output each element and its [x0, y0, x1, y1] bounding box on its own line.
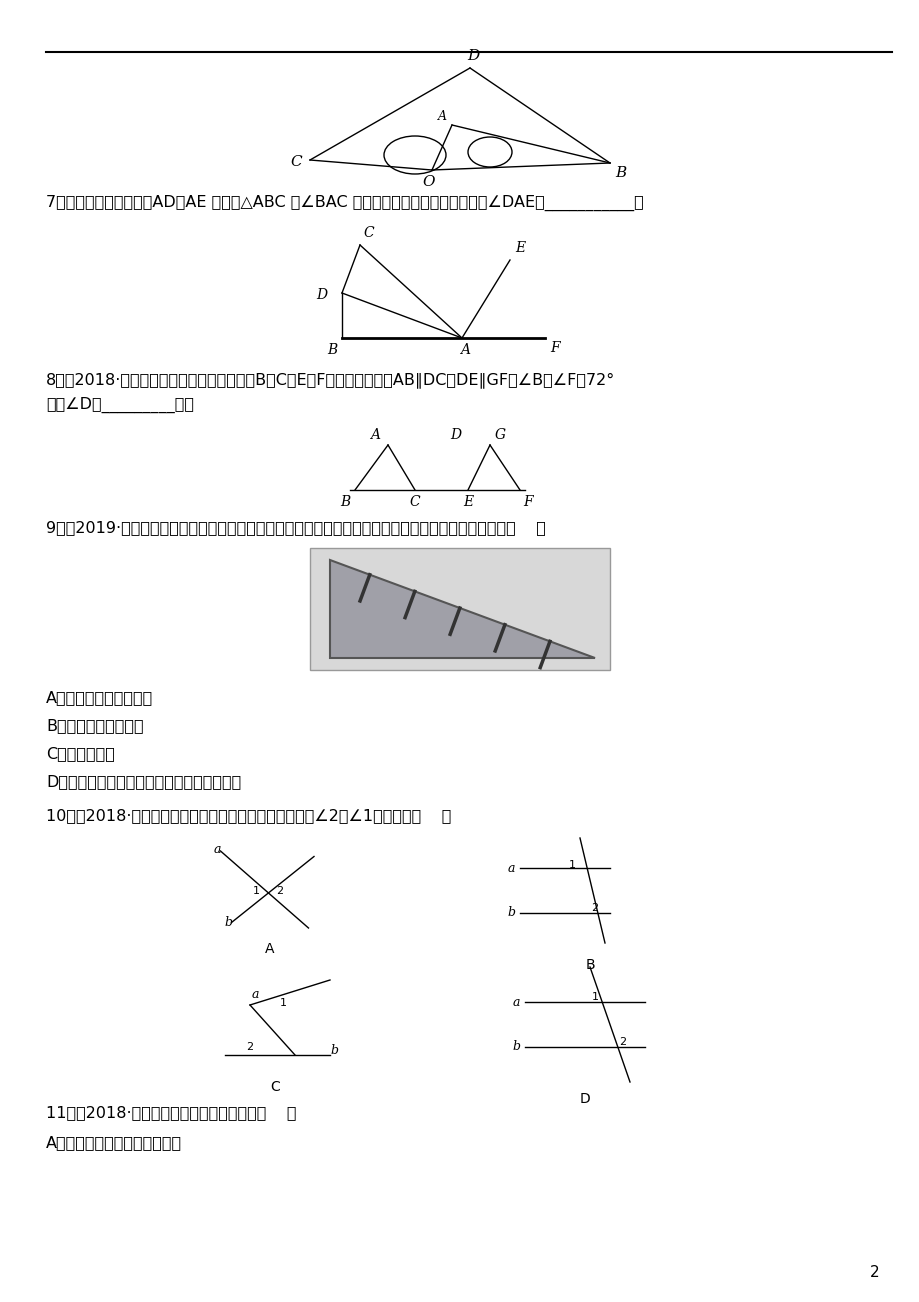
Polygon shape [330, 560, 595, 658]
Text: G: G [494, 428, 505, 441]
Text: C: C [270, 1079, 279, 1094]
Text: E: E [515, 241, 525, 255]
Text: 2: 2 [591, 904, 598, 913]
Text: a: a [214, 844, 221, 857]
Text: 10．（2018·曲靖罗平一模）下列四个图形中，不能推出∠2与∠1相等的是（    ）: 10．（2018·曲靖罗平一模）下列四个图形中，不能推出∠2与∠1相等的是（ ） [46, 809, 451, 823]
Text: 1: 1 [568, 861, 575, 870]
Text: A: A [369, 428, 380, 441]
Text: 1: 1 [591, 992, 598, 1003]
Text: F: F [522, 495, 532, 509]
Text: D: D [579, 1092, 590, 1105]
Text: B: B [339, 495, 349, 509]
Text: E: E [462, 495, 472, 509]
Text: a: a [507, 862, 515, 875]
Text: 1: 1 [252, 885, 259, 896]
Text: B: B [584, 958, 595, 973]
Text: a: a [251, 988, 258, 1001]
Text: 2: 2 [276, 885, 283, 896]
Text: b: b [330, 1043, 337, 1056]
Text: a: a [512, 996, 519, 1009]
Text: 9．（2019·原创）事实上，把一条木板用钉子固定在墙上，最少需要两枚钉子．这里用到的数学原理是（    ）: 9．（2019·原创）事实上，把一条木板用钉子固定在墙上，最少需要两枚钉子．这里… [46, 519, 545, 535]
Text: C: C [363, 227, 373, 240]
Text: D．过一点有且只有一条直线和已知直线平行: D．过一点有且只有一条直线和已知直线平行 [46, 773, 241, 789]
Text: C: C [409, 495, 420, 509]
Text: D: D [450, 428, 461, 441]
Text: 7．（教材改编）如图，AD、AE 分别是△ABC 中∠BAC 的内角平分线和外角平分线，则∠DAE＝___________．: 7．（教材改编）如图，AD、AE 分别是△ABC 中∠BAC 的内角平分线和外角… [46, 195, 643, 211]
Text: 1: 1 [279, 999, 286, 1008]
Text: C．垂线段最短: C．垂线段最短 [46, 746, 115, 760]
Text: 2: 2 [246, 1042, 254, 1052]
Text: ，则∠D＝_________度．: ，则∠D＝_________度． [46, 397, 194, 413]
Text: A: A [460, 342, 470, 357]
FancyBboxPatch shape [310, 548, 609, 671]
Text: b: b [512, 1040, 519, 1053]
Text: A．两点之间，线段最短: A．两点之间，线段最短 [46, 690, 153, 704]
Text: D: D [315, 288, 326, 302]
Text: 8．（2018·江西上饶广丰区模拟）如图，点B，C，E，F在一条直线上，AB∥DC，DE∥GF，∠B＝∠F＝72°: 8．（2018·江西上饶广丰区模拟）如图，点B，C，E，F在一条直线上，AB∥D… [46, 372, 615, 388]
Text: B．两点确定一条直线: B．两点确定一条直线 [46, 717, 143, 733]
Text: 2: 2 [618, 1036, 626, 1047]
Text: A．对角线相等的四边形是矩形: A．对角线相等的四边形是矩形 [46, 1135, 182, 1150]
Text: A: A [437, 109, 446, 122]
Text: 2: 2 [869, 1266, 879, 1280]
Text: F: F [550, 341, 559, 355]
Text: C: C [290, 155, 301, 169]
Text: B: B [614, 165, 626, 180]
Text: b: b [506, 906, 515, 919]
Text: b: b [224, 917, 233, 930]
Text: D: D [466, 49, 479, 62]
Text: 11．（2018·永州）下列命题是真命题的是（    ）: 11．（2018·永州）下列命题是真命题的是（ ） [46, 1105, 296, 1120]
Text: O: O [423, 174, 435, 189]
Text: B: B [326, 342, 336, 357]
Text: A: A [265, 941, 275, 956]
